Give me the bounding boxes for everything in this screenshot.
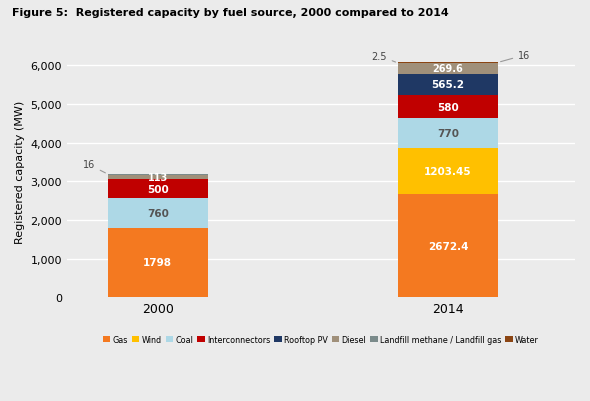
Text: 565.2: 565.2 [431,80,464,90]
Text: 269.6: 269.6 [432,64,463,74]
Text: 1798: 1798 [143,258,172,268]
Legend: Gas, Wind, Coal, Interconnectors, Rooftop PV, Diesel, Landfill methane / Landfil: Gas, Wind, Coal, Interconnectors, Roofto… [100,332,542,347]
Bar [398,63,498,64]
Bar [398,96,498,118]
Bar [398,64,498,74]
Text: 770: 770 [437,128,459,138]
Bar [398,194,498,298]
Bar [108,228,208,298]
Text: 2672.4: 2672.4 [428,241,468,251]
Bar [398,118,498,148]
Bar [108,180,208,199]
Bar [108,175,208,180]
Text: 113: 113 [148,172,168,182]
Text: 500: 500 [147,184,169,194]
Y-axis label: Registered capacity (MW): Registered capacity (MW) [15,101,25,244]
Bar [398,148,498,194]
Text: 16: 16 [83,160,106,174]
Text: 580: 580 [437,102,459,112]
Text: Figure 5:  Registered capacity by fuel source, 2000 compared to 2014: Figure 5: Registered capacity by fuel so… [12,8,448,18]
Text: 16: 16 [500,51,530,63]
Bar [398,74,498,96]
Text: 2.5: 2.5 [371,52,395,63]
Bar [108,199,208,228]
Text: 760: 760 [147,209,169,219]
Text: 1203.45: 1203.45 [424,166,472,176]
